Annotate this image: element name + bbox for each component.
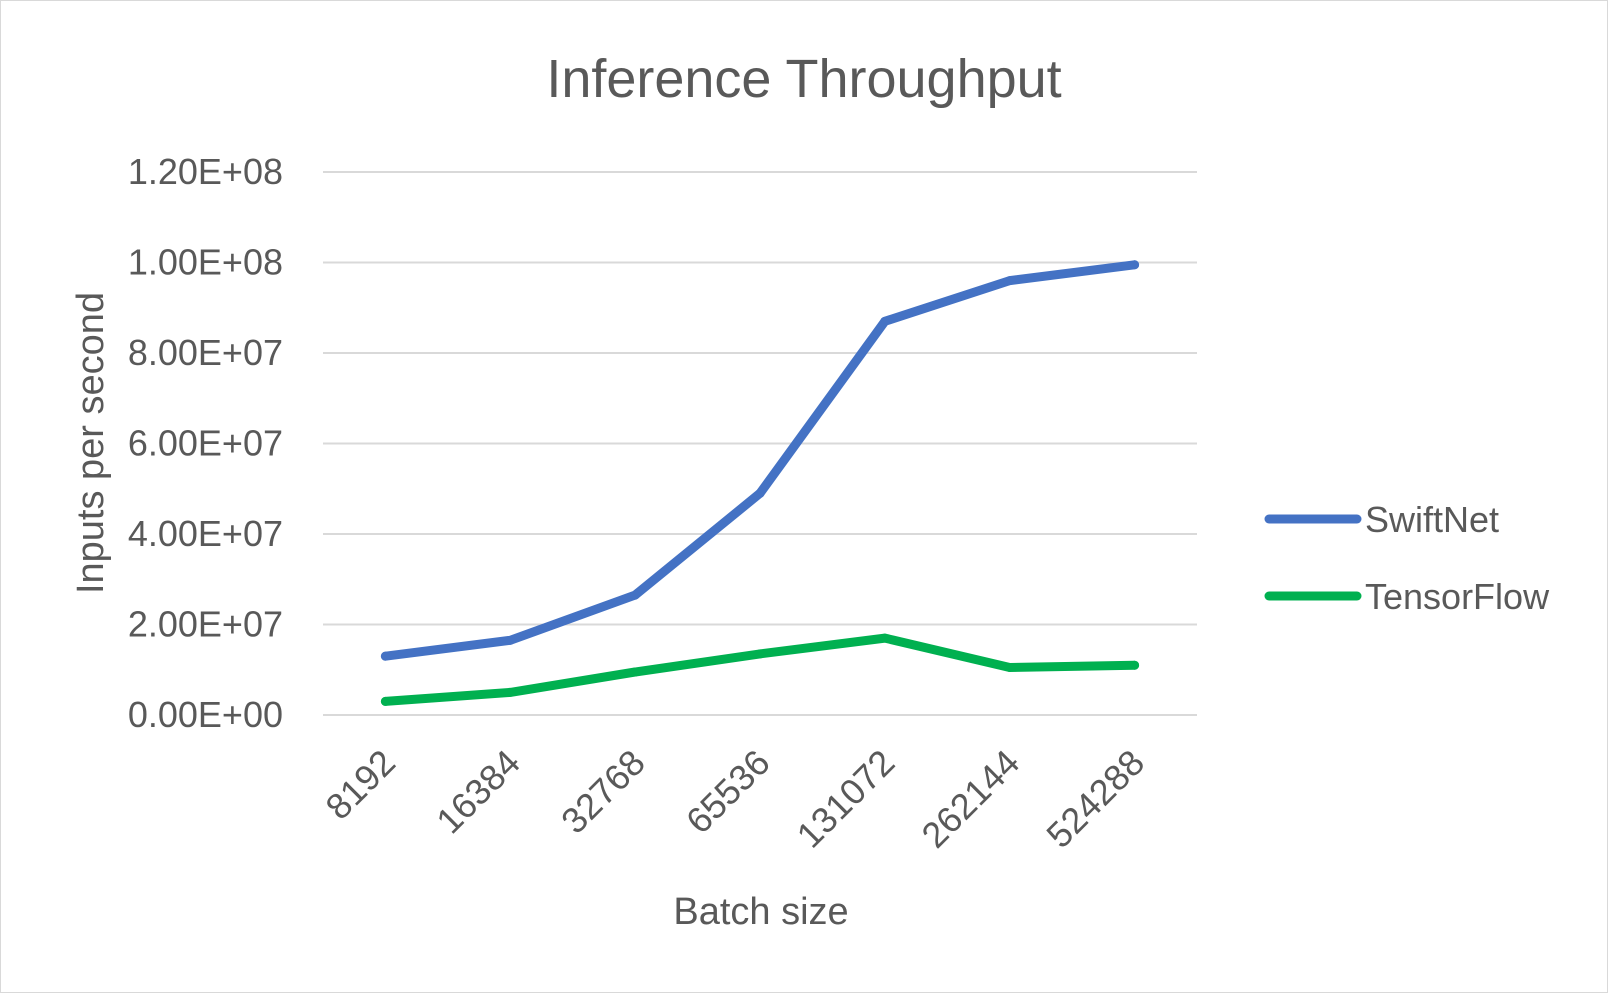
legend-item: TensorFlow — [1264, 576, 1550, 617]
data-point-swiftnet — [380, 651, 390, 661]
y-tick-label: 6.00E+07 — [128, 423, 283, 464]
y-tick-label: 4.00E+07 — [128, 513, 283, 554]
data-point-tensorflow — [755, 649, 765, 659]
x-tick-label: 16384 — [428, 742, 528, 842]
legend-label: SwiftNet — [1365, 499, 1499, 540]
x-tick-label: 32768 — [553, 742, 653, 842]
data-point-tensorflow — [380, 696, 390, 706]
legend-label: TensorFlow — [1365, 576, 1550, 617]
data-point-tensorflow — [505, 687, 515, 697]
data-point-tensorflow — [1130, 660, 1140, 670]
y-tick-label: 1.00E+08 — [128, 242, 283, 283]
data-point-tensorflow — [1005, 662, 1015, 672]
y-tick-label: 1.20E+08 — [128, 151, 283, 192]
data-point-tensorflow — [630, 667, 640, 677]
data-point-swiftnet — [755, 488, 765, 498]
legend: SwiftNet TensorFlow — [1264, 499, 1550, 617]
legend-item: SwiftNet — [1264, 499, 1499, 540]
x-axis-ticks: 8192 16384 32768 65536 131072 262144 524288 — [317, 742, 1152, 856]
y-tick-label: 2.00E+07 — [128, 604, 283, 645]
y-axis-label: Inputs per second — [70, 292, 112, 594]
x-tick-label: 524288 — [1038, 742, 1152, 856]
y-tick-label: 0.00E+00 — [128, 694, 283, 735]
data-point-swiftnet — [880, 316, 890, 326]
series-line-swiftnet — [380, 260, 1140, 661]
y-tick-label: 8.00E+07 — [128, 332, 283, 373]
chart-title: Inference Throughput — [546, 49, 1061, 109]
gridlines — [323, 171, 1197, 716]
x-tick-label: 8192 — [317, 742, 403, 828]
data-point-tensorflow — [880, 633, 890, 643]
data-point-swiftnet — [630, 590, 640, 600]
data-point-swiftnet — [505, 635, 515, 645]
data-point-swiftnet — [1130, 260, 1140, 270]
y-axis-ticks: 0.00E+00 2.00E+07 4.00E+07 6.00E+07 8.00E+07… — [128, 151, 283, 735]
series-lines — [380, 260, 1140, 706]
data-point-swiftnet — [1005, 276, 1015, 286]
series-line-tensorflow — [380, 633, 1140, 706]
x-tick-label: 65536 — [678, 742, 778, 842]
x-tick-label: 131072 — [789, 742, 903, 856]
x-tick-label: 262144 — [913, 742, 1027, 856]
x-axis-label: Batch size — [673, 891, 848, 933]
